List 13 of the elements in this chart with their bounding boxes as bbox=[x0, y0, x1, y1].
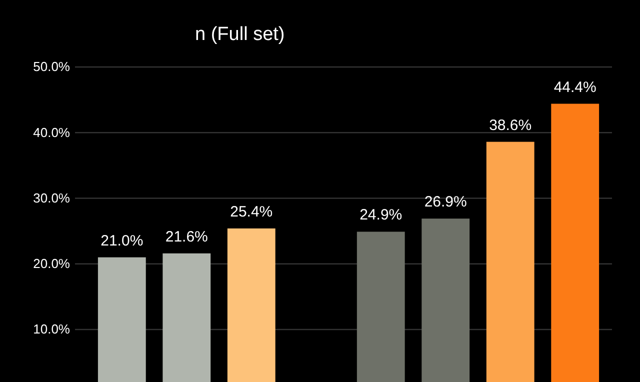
y-tick-label: 20.0% bbox=[33, 256, 70, 272]
data-label: 38.6% bbox=[489, 116, 532, 134]
data-label: 24.9% bbox=[360, 206, 402, 224]
y-tick-label: 30.0% bbox=[33, 190, 70, 206]
y-tick-label: 10.0% bbox=[33, 322, 70, 337]
y-tick-label: 50.0% bbox=[33, 59, 70, 74]
data-label: 21.0% bbox=[100, 232, 144, 250]
data-label: 44.4% bbox=[554, 78, 596, 96]
data-label: 21.6% bbox=[165, 228, 208, 246]
data-label: 26.9% bbox=[424, 194, 467, 211]
y-tick-label: 40.0% bbox=[33, 124, 70, 140]
chart-title: n (Full set) bbox=[195, 24, 285, 45]
data-label: 25.4% bbox=[230, 203, 273, 220]
